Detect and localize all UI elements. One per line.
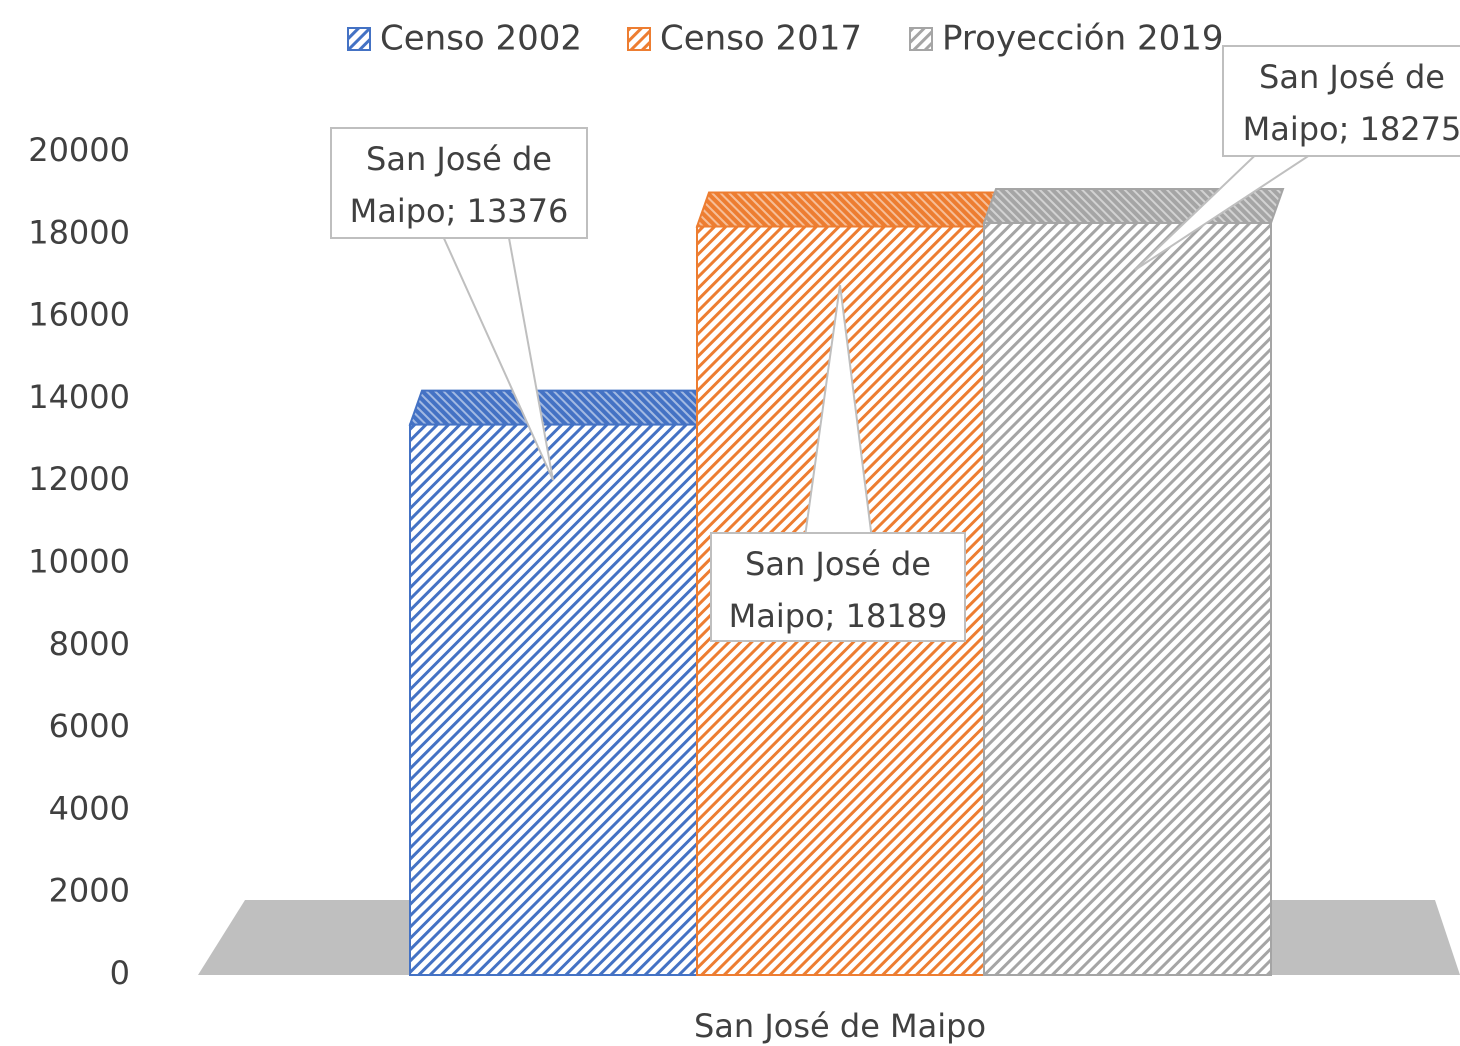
legend-swatch	[627, 27, 651, 51]
y-tick-label: 0	[110, 954, 130, 992]
y-tick-label: 10000	[28, 543, 130, 581]
y-tick-label: 16000	[28, 296, 130, 334]
bar-top	[408, 389, 711, 426]
legend-swatch	[909, 27, 933, 51]
data-label: San José de Maipo; 18275	[1222, 45, 1460, 157]
legend-label: Censo 2002	[380, 19, 582, 59]
data-label: San José de Maipo; 18189	[710, 532, 966, 642]
legend-label: Censo 2017	[660, 19, 862, 59]
y-tick-label: 12000	[28, 460, 130, 498]
bar-top	[695, 191, 998, 228]
legend-swatch	[347, 27, 371, 51]
y-tick-label: 4000	[49, 789, 130, 827]
y-tick-label: 2000	[49, 872, 130, 910]
bar	[409, 423, 698, 977]
x-tick-label: San José de Maipo	[694, 1007, 986, 1045]
y-tick-label: 6000	[49, 707, 130, 745]
y-tick-label: 8000	[49, 625, 130, 663]
y-tick-label: 18000	[28, 213, 130, 251]
bar	[983, 221, 1272, 976]
y-tick-label: 20000	[28, 131, 130, 169]
y-tick-label: 14000	[28, 378, 130, 416]
legend-label: Proyección 2019	[942, 19, 1224, 59]
data-label: San José de Maipo; 13376	[330, 127, 588, 239]
